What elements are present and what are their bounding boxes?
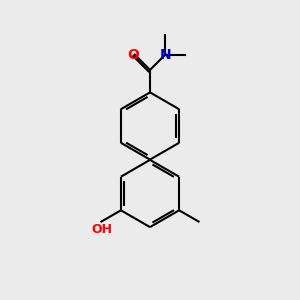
Text: N: N [160,48,171,62]
Text: O: O [127,48,139,62]
Text: OH: OH [91,223,112,236]
